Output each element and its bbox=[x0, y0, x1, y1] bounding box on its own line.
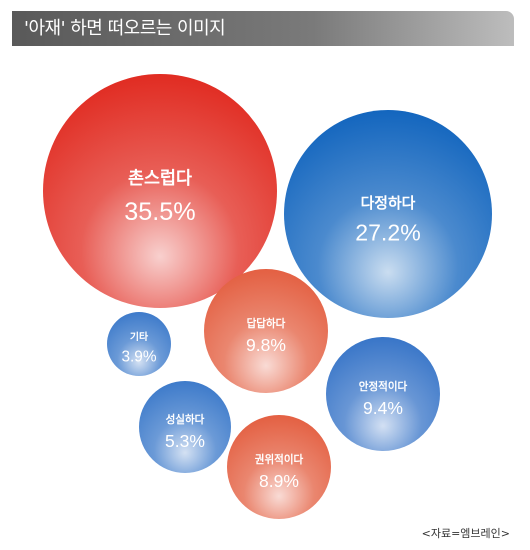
bubble-label: 안정적이다 bbox=[359, 380, 408, 393]
bubble-label: 성실하다 bbox=[166, 413, 205, 426]
bubble-4 bbox=[326, 337, 440, 451]
bubble-value: 9.8% bbox=[246, 335, 286, 355]
bubble-5 bbox=[227, 415, 331, 519]
source-note: <자료=엠브레인> bbox=[421, 527, 510, 540]
bubble-label: 권위적이다 bbox=[255, 453, 304, 466]
bubble-value: 9.4% bbox=[363, 398, 403, 418]
bubble-2 bbox=[284, 110, 492, 318]
bubble-value: 8.9% bbox=[259, 471, 299, 491]
bubble-value: 35.5% bbox=[124, 198, 195, 226]
bubble-value: 27.2% bbox=[355, 219, 420, 245]
bubble-6 bbox=[139, 381, 231, 473]
page-title: '아재' 하면 떠오르는 이미지 bbox=[24, 18, 226, 39]
bubble-1 bbox=[43, 74, 277, 308]
bubble-label: 기타 bbox=[130, 330, 149, 343]
bubble-value: 3.9% bbox=[121, 349, 156, 366]
bubble-label: 답답하다 bbox=[247, 317, 286, 330]
bubble-value: 5.3% bbox=[165, 431, 205, 451]
title-bar: '아재' 하면 떠오르는 이미지 bbox=[12, 11, 514, 46]
bubble-label: 촌스럽다 bbox=[128, 169, 192, 189]
bubble-3 bbox=[204, 269, 328, 393]
bubble-label: 다정하다 bbox=[361, 194, 416, 212]
bubble-7 bbox=[107, 312, 171, 376]
